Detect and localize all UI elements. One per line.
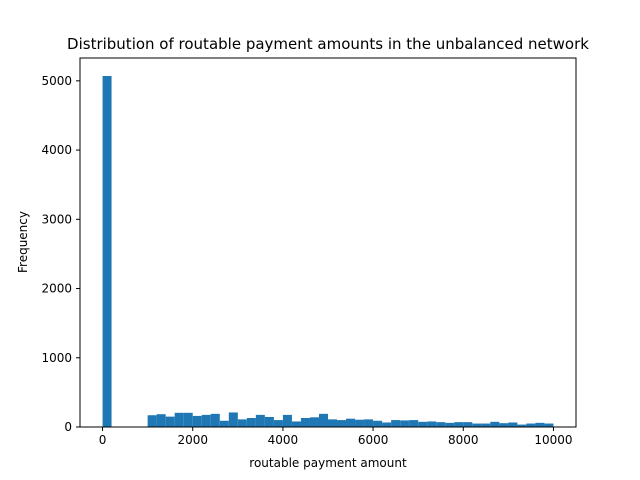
histogram-bar <box>337 420 347 427</box>
histogram-bar <box>427 421 437 427</box>
x-tick-label: 2000 <box>177 433 208 447</box>
histogram-bar <box>544 423 554 427</box>
x-tick-label: 0 <box>99 433 107 447</box>
histogram-bar <box>436 422 446 427</box>
histogram-bar <box>508 422 518 427</box>
histogram-bar <box>535 422 545 427</box>
histogram-bar <box>183 412 193 427</box>
histogram-bar <box>373 420 383 427</box>
x-tick-label: 8000 <box>448 433 479 447</box>
y-tick-label: 2000 <box>41 282 72 296</box>
histogram-bar <box>147 415 157 427</box>
histogram-bar <box>490 421 500 427</box>
histogram-bar <box>517 424 527 427</box>
histogram-bar <box>309 417 319 427</box>
y-axis-label: Frequency <box>16 211 30 273</box>
histogram-bar <box>192 415 202 427</box>
plot-area-frame <box>79 57 577 428</box>
histogram-bar <box>210 413 220 427</box>
y-tick-label: 3000 <box>41 212 72 226</box>
histogram-bar <box>499 423 509 427</box>
histogram-bar <box>282 414 292 427</box>
histogram-bar <box>472 423 482 427</box>
x-tick-label: 10000 <box>534 433 572 447</box>
histogram-bar <box>174 412 184 427</box>
histogram-bar <box>454 422 464 427</box>
y-tick-label: 4000 <box>41 143 72 157</box>
histogram-bar <box>300 418 310 427</box>
histogram-bar <box>409 420 419 427</box>
y-tick-label: 1000 <box>41 351 72 365</box>
histogram-bar <box>237 419 247 427</box>
histogram-bar <box>291 421 301 427</box>
histogram-bar <box>481 423 491 427</box>
histogram-bar <box>318 413 328 427</box>
x-axis-label: routable payment amount <box>249 456 407 470</box>
x-axis-ticks: 0 2000 4000 6000 8000 10000 <box>99 427 573 447</box>
histogram-bar <box>156 414 166 427</box>
x-tick-label: 6000 <box>358 433 389 447</box>
histogram-bar <box>382 422 392 427</box>
y-tick-label: 5000 <box>41 74 72 88</box>
x-tick-label: 4000 <box>268 433 299 447</box>
histogram-bar <box>418 421 428 427</box>
histogram-bar <box>246 418 256 427</box>
y-axis-ticks: 0 1000 2000 3000 4000 5000 <box>41 74 80 434</box>
chart-title: Distribution of routable payment amounts… <box>67 35 589 53</box>
y-tick-label: 0 <box>64 420 72 434</box>
histogram-bar <box>219 420 229 427</box>
histogram-bar <box>526 423 536 427</box>
histogram-bar <box>364 419 374 427</box>
histogram-bar <box>346 418 356 427</box>
histogram-bar <box>228 412 238 427</box>
histogram-bar <box>328 419 338 427</box>
histogram-bar <box>445 422 455 427</box>
histogram-bar <box>400 420 410 427</box>
histogram-bar <box>201 414 211 427</box>
histogram-bar <box>255 414 265 427</box>
histogram-bar <box>463 422 473 427</box>
histogram-bar <box>273 420 283 427</box>
histogram-bar <box>102 76 112 427</box>
histogram-bar <box>165 416 175 427</box>
histogram-bar <box>264 416 274 427</box>
bars-group <box>102 76 554 427</box>
histogram-bar <box>355 419 365 427</box>
histogram-bar <box>391 420 401 427</box>
